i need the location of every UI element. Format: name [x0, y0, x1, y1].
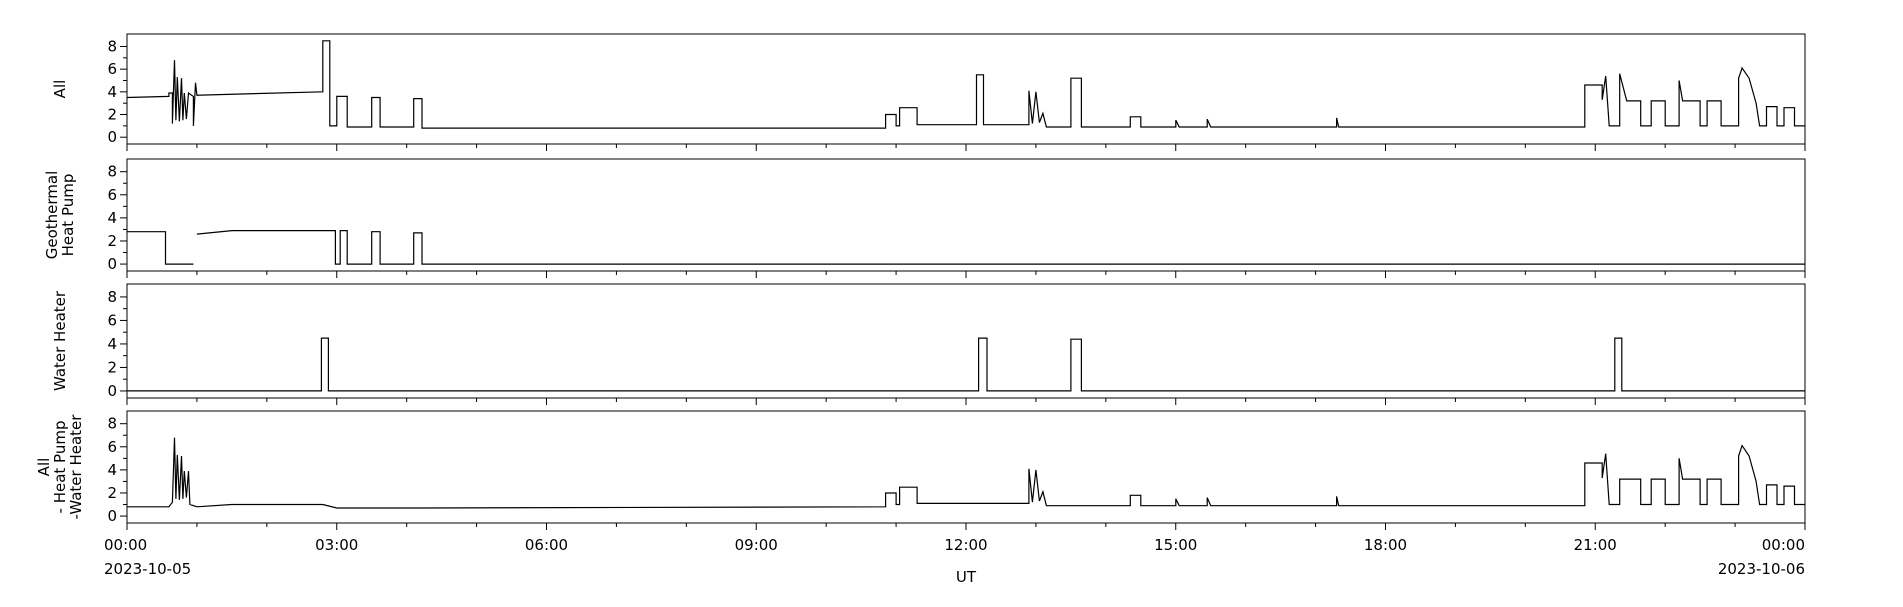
- x-tick-label: 12:00: [944, 536, 987, 554]
- x-tick-label: 15:00: [1154, 536, 1197, 554]
- y-tick-label: 8: [107, 288, 117, 306]
- y-tick-label: 2: [107, 358, 117, 376]
- y-tick-label: 0: [107, 128, 117, 146]
- y-axis-label: - Heat Pump: [51, 421, 69, 514]
- x-tick-label: 18:00: [1364, 536, 1407, 554]
- y-axis-label: Water Heater: [51, 290, 69, 391]
- series-line: [127, 437, 1805, 509]
- y-axis-label: -Water Heater: [67, 414, 85, 520]
- y-tick-label: 8: [107, 163, 117, 181]
- panel-frame: [126, 158, 1806, 272]
- y-tick-label: 0: [107, 255, 117, 273]
- y-tick-label: 4: [107, 461, 117, 479]
- start-date: 2023-10-05: [104, 560, 191, 578]
- y-tick-label: 8: [107, 37, 117, 55]
- y-tick-label: 6: [107, 186, 117, 204]
- y-tick-label: 4: [107, 209, 117, 227]
- end-date: 2023-10-06: [1718, 560, 1805, 578]
- y-tick-label: 4: [107, 83, 117, 101]
- y-tick-label: 8: [107, 415, 117, 433]
- x-tick-label: 03:00: [315, 536, 358, 554]
- y-tick-label: 6: [107, 311, 117, 329]
- series-line: [126, 40, 1805, 129]
- y-tick-label: 4: [107, 335, 117, 353]
- y-tick-label: 2: [107, 106, 117, 124]
- y-tick-label: 2: [107, 232, 117, 250]
- x-tick-label: 06:00: [525, 536, 568, 554]
- y-axis-label: Heat Pump: [59, 174, 77, 257]
- x-tick-label: 00:00: [104, 536, 147, 554]
- y-tick-label: 6: [107, 60, 117, 78]
- series-line: [127, 337, 1805, 392]
- x-tick-label: 00:00: [1762, 536, 1805, 554]
- y-tick-label: 2: [107, 484, 117, 502]
- x-tick-label: 09:00: [735, 536, 778, 554]
- y-tick-label: 6: [107, 438, 117, 456]
- panel-frame: [126, 283, 1806, 399]
- y-axis-label: Geothermal: [43, 171, 61, 260]
- x-tick-label: 21:00: [1574, 536, 1617, 554]
- series-line: [127, 230, 1805, 265]
- y-tick-label: 0: [107, 382, 117, 400]
- x-axis-label: UT: [956, 568, 977, 586]
- y-tick-label: 0: [107, 507, 117, 525]
- y-axis-label: All: [35, 458, 53, 477]
- y-axis-label: All: [51, 80, 69, 99]
